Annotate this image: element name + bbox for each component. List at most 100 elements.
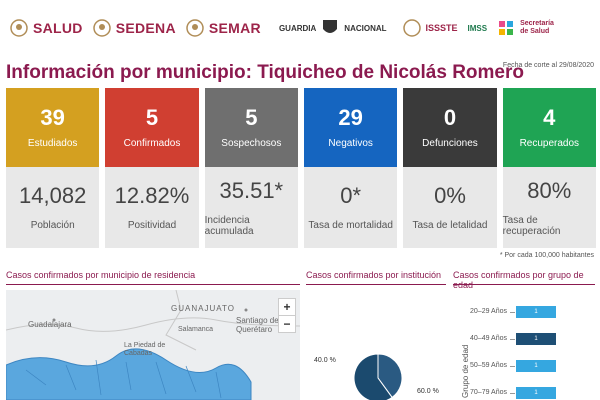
divider [306,284,446,285]
card-sospechosos-header: 5 Sospechosos [204,88,298,167]
card-value: 5 [145,105,159,130]
card-confirmados-header: 5 Confirmados [105,88,199,167]
map-label-la-piedad: La Piedad de Cabadas [124,342,166,357]
age-bar: 1 [516,306,556,318]
card-value: 5 [245,105,258,130]
card-estudiados: 39 Estudiados 14,082 Población [6,88,100,248]
semar-logo: SEMAR [186,17,261,39]
card-value: 4 [543,105,556,130]
age-bar: 1 [516,360,556,372]
map-zoom-control: + − [278,298,296,333]
guardia-logo-text: GUARDIA [278,23,317,33]
pie-label: 60.0 % [417,388,439,395]
card-stat: 80% Tasa de recuperación [502,167,596,248]
card-stat: 35.51* Incidencia acumulada [204,167,298,248]
age-category-label: 50–59 Años [470,362,507,369]
eagle-emblem-icon [92,19,111,37]
salud-logo: SALUD [10,17,83,39]
stat-value: 80% [527,177,572,203]
stat-value: 0% [434,183,466,208]
card-negativos: 29 Negativos 0* Tasa de mortalidad [303,88,398,248]
imss-logo-text: IMSS [467,23,488,33]
card-recuperados: 4 Recuperados 80% Tasa de recuperación [502,88,596,248]
card-label: Estudiados [27,138,78,149]
footnote: * Por cada 100,000 habitantes [499,252,594,259]
issste-logo: ISSSTE [402,17,458,39]
indicator-cards: 39 Estudiados 14,082 Población 5 Confirm… [6,88,596,248]
shield-icon [323,20,338,33]
guardia-nacional-logo: GUARDIA NACIONAL [279,17,387,39]
card-recuperados-header: 4 Recuperados [502,88,596,167]
age-section-title: Casos confirmados por grupo de edad [453,270,584,290]
age-category-label: 20–29 Años [470,308,507,315]
card-value: 29 [338,105,363,130]
issste-logo-text: ISSSTE [425,23,458,33]
zoom-in-button[interactable]: + [283,300,291,314]
card-value: 0 [443,105,457,130]
axis-tick [510,339,515,340]
stat-label: Positividad [127,220,177,231]
axis-tick [510,393,515,394]
semar-logo-text: SEMAR [208,20,261,36]
card-stat: 14,082 Población [6,167,100,248]
imss-logo: IMSS [468,24,488,33]
card-label: Recuperados [519,138,580,149]
sedena-logo: SEDENA [92,17,176,39]
map-section-title: Casos confirmados por municipio de resid… [6,270,196,280]
municipality-map[interactable]: GUANAJUATO Guadalajara Salamanca Santiag… [6,290,300,400]
secretaria-salud-logo: Secretaría de Salud [497,17,560,39]
map-label-queretaro: Santiago de Querétaro [236,316,279,334]
stat-label: Población [30,220,75,231]
axis-tick [510,312,515,313]
cutoff-date: Fecha de corte al 29/08/2020 [502,62,594,69]
card-confirmados: 5 Confirmados 12.82% Positividad [105,88,199,248]
card-negativos-header: 29 Negativos [303,88,398,167]
age-bar: 1 [516,333,556,345]
card-value: 39 [40,105,65,130]
sedena-logo-text: SEDENA [115,20,176,36]
eagle-emblem-icon [10,19,28,37]
axis-tick [510,366,515,367]
stat-label: Tasa de mortalidad [308,220,393,231]
zoom-out-button[interactable]: − [279,315,295,332]
card-stat: 12.82% Positividad [105,167,199,248]
salud-logo-text: SALUD [33,20,83,36]
card-sospechosos: 5 Sospechosos 35.51* Incidencia acumulad… [204,88,298,248]
card-stat: 0% Tasa de letalidad [403,167,497,248]
stat-label: Incidencia acumulada [204,214,254,237]
eagle-emblem-icon [402,19,421,37]
pie-slice [377,353,403,399]
stat-value: 0* [340,183,362,208]
card-defunciones: 0 Defunciones 0% Tasa de letalidad [403,88,497,248]
age-category-label: 70–79 Años [470,389,507,396]
card-defunciones-header: 0 Defunciones [403,88,497,167]
divider [453,284,595,285]
map-label-guanajuato: GUANAJUATO [171,304,235,313]
card-label: Negativos [328,138,373,149]
colorful-emblem-icon [499,21,514,35]
eagle-emblem-icon [186,19,204,37]
map-shapes [6,290,300,400]
card-stat: 0* Tasa de mortalidad [303,167,398,248]
card-label: Confirmados [123,138,181,149]
map-label-salamanca: Salamanca [178,326,214,333]
stat-value: 35.51* [219,177,284,203]
age-category-label: 40–49 Años [470,335,507,342]
stat-label: Tasa de recuperación [502,214,561,237]
pie-label: 40.0 % [314,357,336,364]
divider [6,284,300,285]
stat-value: 12.82% [114,183,190,208]
map-label-guadalajara: Guadalajara [28,320,72,329]
nacional-logo-text: NACIONAL [344,23,387,33]
secretaria-salud-logo-text: Secretaría de Salud [520,20,554,35]
card-estudiados-header: 39 Estudiados [6,88,100,167]
institution-section-title: Casos confirmados por institución [306,270,442,280]
stat-value: 14,082 [19,183,87,208]
pie-slice [353,353,393,400]
stat-label: Tasa de letalidad [412,220,488,231]
card-label: Sospechosos [221,138,282,149]
institution-pie-chart [353,353,403,400]
logo-bar: SALUD SEDENA SEMAR GUARDIA NACIONAL ISSS… [0,0,600,56]
age-bar: 1 [516,387,556,399]
card-label: Defunciones [422,138,478,149]
